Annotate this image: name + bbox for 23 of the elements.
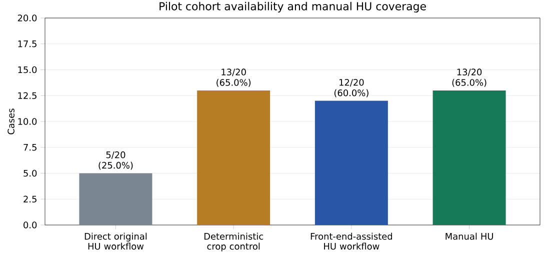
x-tick-label: Deterministic crop control (204, 232, 264, 252)
y-tick-label: 15.0 (18, 66, 37, 74)
bar (197, 90, 270, 225)
y-tick-label: 17.5 (18, 40, 36, 48)
data-label: 13/20 (65.0%) (452, 68, 486, 87)
bar (432, 90, 506, 225)
data-label: 13/20 (65.0%) (216, 68, 251, 87)
bar (314, 100, 388, 225)
x-tick-label: Front-end-assisted HU workflow (310, 232, 392, 250)
x-tick-label: Manual HU (446, 232, 493, 240)
bar (79, 173, 152, 225)
y-tick-label: 12.5 (18, 92, 36, 100)
chart-title: Pilot cohort availability and manual HU coverage (160, 2, 426, 12)
y-tick-label: 10.0 (18, 118, 37, 125)
y-axis-title: Cases (8, 108, 14, 134)
data-label: 5/20 (25.0%) (98, 151, 133, 170)
x-tick-label: Direct original HU workflow (84, 232, 147, 250)
y-tick-label: 0.0 (24, 222, 37, 228)
data-label: 12/20 (60.0%) (334, 78, 368, 98)
y-tick-label: 20.0 (18, 14, 37, 22)
y-tick-label: 2.5 (24, 196, 36, 203)
y-tick-label: 5.0 (24, 170, 37, 177)
y-tick-label: 7.5 (24, 144, 36, 151)
